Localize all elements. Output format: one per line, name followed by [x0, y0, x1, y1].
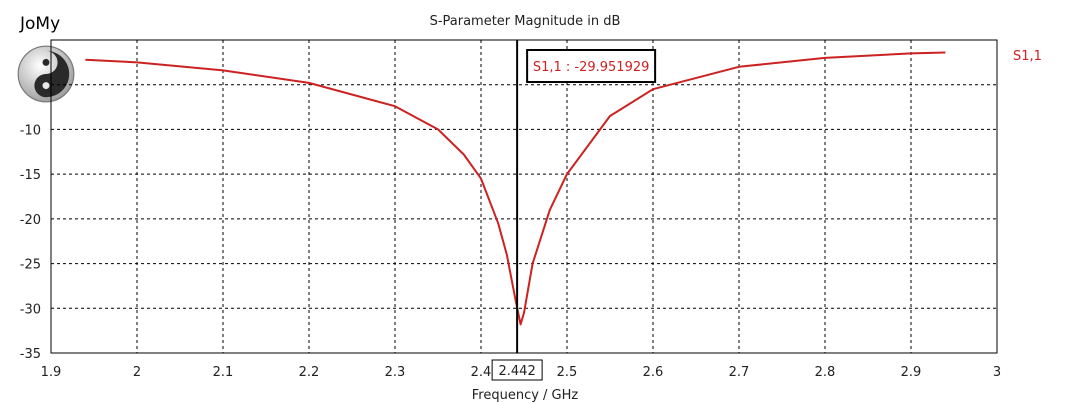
y-tick-label: -10	[20, 123, 41, 138]
y-tick-label: -25	[20, 258, 41, 273]
x-tick-label: 2.8	[815, 365, 836, 380]
x-tick-label: 2.7	[729, 365, 750, 380]
marker-x-box	[491, 359, 543, 381]
y-tick-label: -35	[20, 347, 41, 362]
x-tick-label: 1.9	[41, 365, 62, 380]
x-tick-label: 2.4	[471, 365, 492, 380]
x-tick-label: 2.3	[385, 365, 406, 380]
y-tick-label: -30	[20, 302, 41, 317]
yin-yang-icon	[17, 45, 75, 103]
x-tick-label: 2.9	[901, 365, 922, 380]
y-tick-label: -20	[20, 213, 41, 228]
x-tick-label: 2.5	[557, 365, 578, 380]
x-tick-label: 3	[993, 365, 1001, 380]
x-tick-label: 2.6	[643, 365, 664, 380]
marker-x-label: 2.442	[499, 364, 536, 379]
marker-readout-box	[526, 49, 657, 83]
x-tick-label: 2.2	[299, 365, 320, 380]
chart-title: S-Parameter Magnitude in dB	[430, 14, 621, 29]
x-tick-label: 2.1	[213, 365, 234, 380]
brand-name: JoMy	[20, 14, 61, 34]
x-tick-label: 2	[133, 365, 141, 380]
x-axis-label: Frequency / GHz	[472, 388, 579, 403]
legend-entry-s11: S1,1	[1013, 49, 1042, 64]
plot-frame	[50, 39, 998, 354]
series-line-s11	[85, 51, 946, 326]
marker-readout: S1,1 : -29.951929	[533, 60, 650, 75]
y-tick-label: -15	[20, 168, 41, 183]
